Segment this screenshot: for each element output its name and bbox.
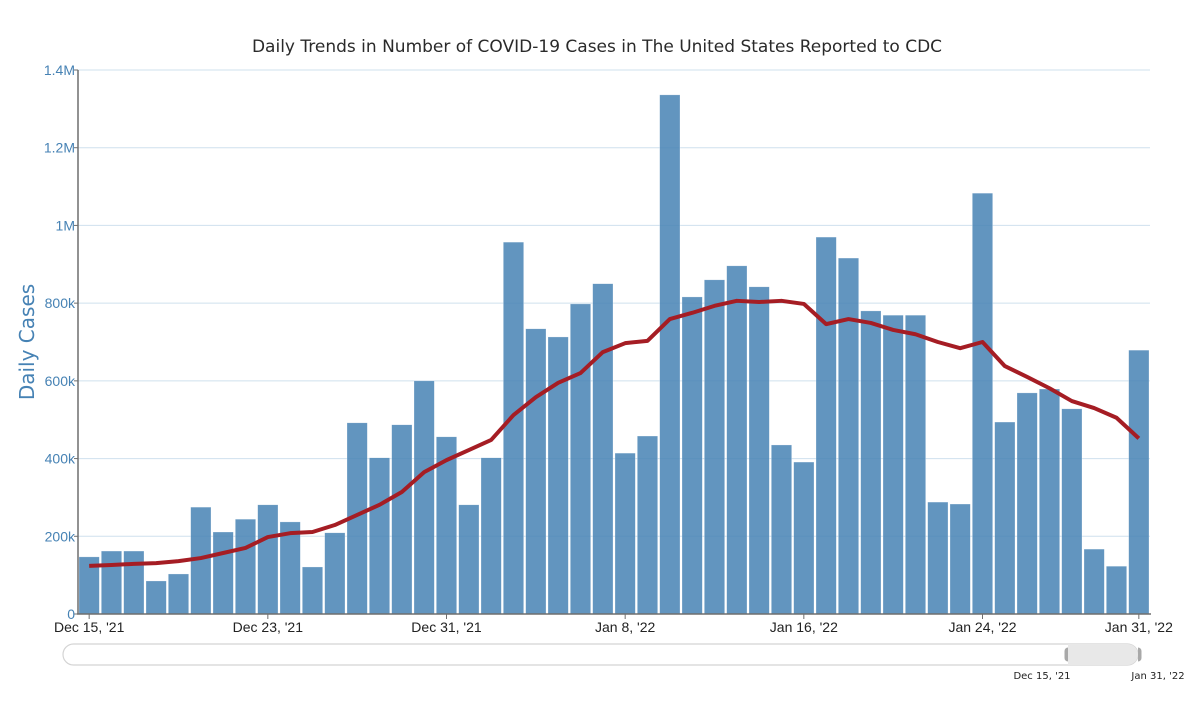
bar-2022-01-11[interactable] [681,296,703,615]
y-tick-label: 0 [67,606,75,622]
bar-2022-01-29[interactable] [1083,548,1105,615]
y-tick-label: 200k [45,528,76,544]
y-tick-label: 1.2M [44,140,75,156]
bar-2022-01-15[interactable] [771,444,792,615]
bar-2022-01-02[interactable] [480,457,502,615]
y-axis-label: Daily Cases [15,284,39,400]
y-tick-label: 800k [45,295,76,311]
range-slider-left-handle[interactable] [1064,647,1069,662]
y-tick-label: 1.4M [44,62,75,78]
bar-2021-12-25[interactable] [302,566,323,615]
range-slider-track[interactable] [62,643,1139,666]
x-tick-label: Jan 16, '22 [770,619,838,635]
bar-2021-12-29[interactable] [391,424,413,615]
bar-2022-01-18[interactable] [838,257,859,615]
y-tick-label: 400k [45,451,76,467]
bar-2021-12-16[interactable] [101,550,122,615]
y-tick-label: 1M [56,217,75,233]
bar-2021-12-19[interactable] [168,573,189,615]
bar-2022-01-06[interactable] [570,303,591,615]
chart-title: Daily Trends in Number of COVID-19 Cases… [252,37,942,57]
y-axis-ticks: 0 200k 400k 600k 800k 1M 1.2M 1.4M [44,62,78,622]
bar-2022-01-04[interactable] [525,328,547,615]
bar-2022-01-14[interactable] [748,286,770,615]
bar-2022-01-26[interactable] [1016,392,1038,615]
bar-2022-01-30[interactable] [1106,565,1127,615]
bar-2022-01-16[interactable] [793,461,815,615]
y-tick-label: 600k [45,373,76,389]
bar-2021-12-30[interactable] [413,380,435,615]
bar-2022-01-22[interactable] [927,501,949,615]
moving-average-series-line[interactable] [89,298,1141,568]
bar-2021-12-23[interactable] [257,504,279,615]
bar-2022-01-24[interactable] [972,192,993,615]
bar-2021-12-28[interactable] [369,457,390,615]
range-slider-end-label: Jan 31, '22 [1130,671,1184,682]
x-tick-label: Dec 31, '21 [411,619,482,635]
bar-2022-01-28[interactable] [1061,408,1083,615]
bar-2022-01-10[interactable] [659,94,681,615]
bar-2022-01-12[interactable] [704,279,725,615]
bar-2022-01-01[interactable] [458,504,480,615]
x-tick-label: Dec 23, '21 [233,619,304,635]
range-slider-selection[interactable] [1068,644,1138,665]
bar-2022-01-31[interactable] [1128,349,1150,615]
bar-2022-01-21[interactable] [905,314,926,615]
bar-2022-01-25[interactable] [994,421,1016,615]
bar-2022-01-23[interactable] [949,503,971,615]
gridlines [78,69,1150,537]
bar-2022-01-08[interactable] [614,452,636,615]
x-axis-ticks: Dec 15, '21 Dec 23, '21 Dec 31, '21 Jan 8, … [54,614,1173,635]
bar-2021-12-22[interactable] [235,518,256,615]
bar-2021-12-17[interactable] [123,550,145,615]
bar-2022-01-09[interactable] [637,435,658,615]
bar-2021-12-21[interactable] [212,531,234,615]
bar-2022-01-17[interactable] [815,236,837,615]
range-slider[interactable]: Dec 15, '21 Jan 31, '22 [62,643,1185,682]
bars [78,94,1150,615]
bar-2022-01-13[interactable] [726,265,748,615]
bar-2022-01-03[interactable] [503,241,524,615]
moving-average-line [89,298,1141,568]
bar-2021-12-18[interactable] [145,580,167,615]
bar-2021-12-26[interactable] [324,532,346,615]
bar-2022-01-19[interactable] [860,310,882,615]
x-tick-label: Dec 15, '21 [54,619,125,635]
x-tick-label: Jan 24, '22 [948,619,1016,635]
range-slider-right-handle[interactable] [1138,647,1142,662]
x-tick-label: Jan 31, '22 [1105,619,1173,635]
bar-2022-01-20[interactable] [882,314,904,615]
x-tick-label: Jan 8, '22 [595,619,655,635]
bar-2022-01-27[interactable] [1039,388,1060,615]
range-slider-start-label: Dec 15, '21 [1013,671,1070,682]
bar-2022-01-07[interactable] [592,283,614,615]
